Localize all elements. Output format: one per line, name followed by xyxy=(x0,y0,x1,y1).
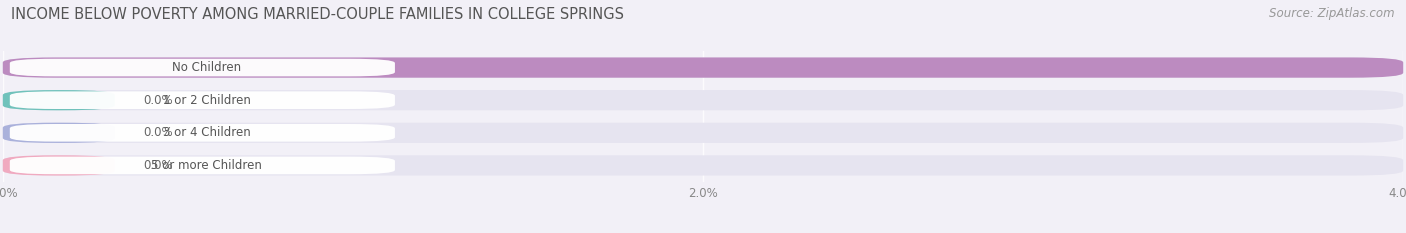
Text: 0.0%: 0.0% xyxy=(143,94,173,107)
FancyBboxPatch shape xyxy=(3,58,1403,78)
FancyBboxPatch shape xyxy=(3,123,115,143)
FancyBboxPatch shape xyxy=(10,91,395,109)
Text: 1 or 2 Children: 1 or 2 Children xyxy=(163,94,250,107)
FancyBboxPatch shape xyxy=(3,90,115,110)
Text: Source: ZipAtlas.com: Source: ZipAtlas.com xyxy=(1270,7,1395,20)
FancyBboxPatch shape xyxy=(3,90,1403,110)
Text: INCOME BELOW POVERTY AMONG MARRIED-COUPLE FAMILIES IN COLLEGE SPRINGS: INCOME BELOW POVERTY AMONG MARRIED-COUPL… xyxy=(11,7,624,22)
FancyBboxPatch shape xyxy=(10,124,395,142)
Text: 5 or more Children: 5 or more Children xyxy=(152,159,262,172)
FancyBboxPatch shape xyxy=(3,155,115,175)
Text: 0.0%: 0.0% xyxy=(143,159,173,172)
FancyBboxPatch shape xyxy=(10,157,395,174)
Text: 3 or 4 Children: 3 or 4 Children xyxy=(163,126,250,139)
FancyBboxPatch shape xyxy=(3,155,1403,175)
FancyBboxPatch shape xyxy=(3,123,1403,143)
Text: 0.0%: 0.0% xyxy=(143,126,173,139)
FancyBboxPatch shape xyxy=(10,59,395,76)
Text: No Children: No Children xyxy=(172,61,242,74)
FancyBboxPatch shape xyxy=(3,58,1403,78)
